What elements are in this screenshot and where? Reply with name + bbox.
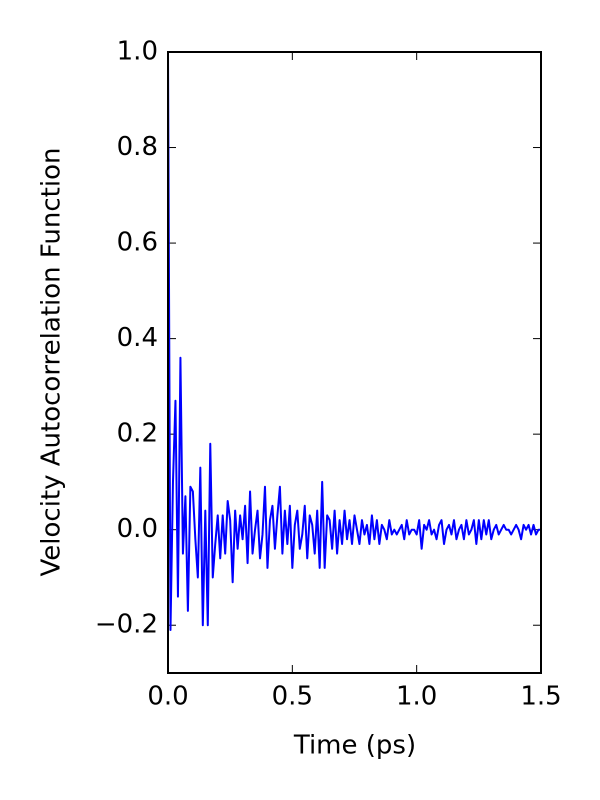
- x-tick-label: 0.0: [147, 682, 188, 712]
- x-tick-label: 0.5: [272, 682, 313, 712]
- y-axis-label: Velocity Autocorrelation Function: [37, 148, 67, 577]
- y-tick-label: 1.0: [117, 37, 158, 67]
- x-tick-label: 1.0: [396, 682, 437, 712]
- plot-frame: [167, 51, 542, 674]
- y-tick-label: −0.2: [95, 610, 158, 640]
- x-tick-label: 1.5: [520, 682, 561, 712]
- y-tick-label: 0.4: [117, 323, 158, 353]
- y-tick-label: 0.8: [117, 132, 158, 162]
- data-line: [167, 51, 541, 632]
- y-tick-label: 0.2: [117, 419, 158, 449]
- x-axis-label: Time (ps): [293, 731, 416, 761]
- y-tick-label: 0.0: [117, 514, 158, 544]
- y-tick-label: 0.6: [117, 228, 158, 258]
